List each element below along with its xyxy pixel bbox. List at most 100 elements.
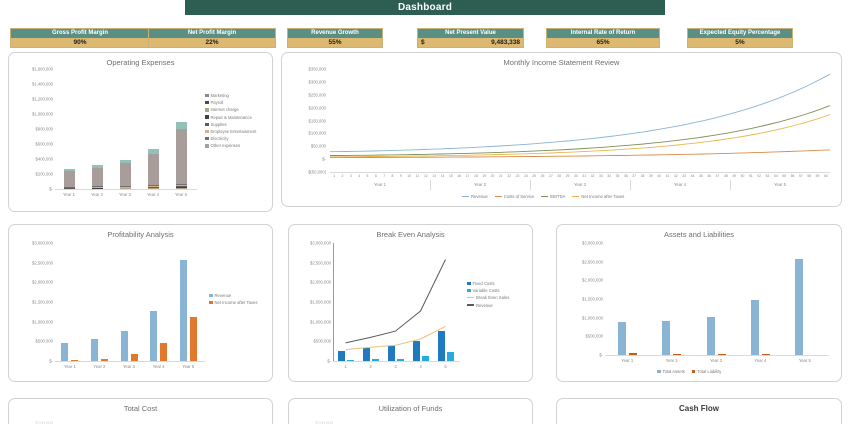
kpi-value-5: 5%	[688, 38, 792, 47]
chart-title-break-even-analysis: Break Even Analysis	[376, 230, 445, 239]
card-profitability-analysis: Profitability Analysis $- $500,000 $1,000,…	[8, 224, 273, 382]
card-cash-flow: Cash Flow	[556, 398, 842, 424]
month-tick-label: 30	[573, 174, 578, 178]
legend-label: Supplies	[210, 121, 227, 127]
bar-total-liability	[628, 353, 637, 355]
month-tick-label: 17	[465, 174, 470, 178]
kpi-card-5[interactable]: Expected Equity Percentage 5%	[687, 28, 793, 48]
month-tick-label: 35	[615, 174, 620, 178]
kpi-card-0[interactable]: Gross Profit Margin 90%	[10, 28, 150, 48]
x-year-groups-monthly-income-statement: Year 1 Year 2 Year 3 Year 4 Year 5	[330, 180, 830, 192]
legend-label: Internet charge	[210, 107, 239, 113]
kpi-card-4[interactable]: Internal Rate of Return 65%	[546, 28, 660, 48]
bar-fixed-costs	[412, 341, 420, 361]
kpi-card-3[interactable]: Net Present Value $9,483,338	[417, 28, 524, 48]
x-tick-label: 3	[394, 364, 397, 369]
bar-net-income-after-taxes	[100, 359, 108, 361]
legend-label: Costs of Service	[503, 194, 535, 199]
month-tick-label: 42	[673, 174, 678, 178]
x-tick-label: Year 5	[182, 364, 195, 369]
bar-variable-costs	[371, 359, 379, 361]
bar-revenue	[120, 331, 128, 361]
y-tick-label: $1,500,000	[310, 299, 331, 305]
year-group-label: Year 4	[674, 182, 686, 187]
y-tick-label: $1,600,000	[32, 66, 53, 72]
kpi-label-5: Expected Equity Percentage	[688, 29, 792, 38]
legend-swatch	[467, 281, 471, 286]
legend-label: Net Income after Taxes	[214, 300, 258, 306]
legend-swatch	[205, 100, 209, 105]
legend-item: Supplies	[205, 122, 256, 127]
legend-item: Break Even Sales	[467, 295, 509, 300]
legend-label: Net Income after Taxes	[581, 194, 625, 199]
y-axis-profitability-analysis: $- $500,000 $1,000,000 $1,500,000 $2,000,000…	[13, 240, 53, 371]
kpi-value-4: 65%	[547, 38, 659, 47]
curve-costs-of-service	[330, 149, 831, 159]
kpi-number-3: 9,483,338	[491, 39, 520, 46]
legend-swatch	[209, 300, 213, 305]
y-tick-label: $1,500,000	[582, 296, 603, 302]
card-break-even-analysis: Break Even Analysis $- $500,000 $1,000,000…	[288, 224, 533, 382]
bar-total-assets	[750, 299, 759, 355]
bar-total-liability	[717, 354, 726, 355]
x-tick-label: Year 4	[754, 358, 767, 363]
y-axis-utilization-of-funds: $100,000	[293, 417, 333, 424]
legend-swatch	[205, 129, 209, 134]
line-revenue	[345, 259, 446, 344]
bar-variable-costs	[346, 359, 354, 361]
legend-swatch	[467, 304, 474, 306]
legend-item: Revenue	[462, 194, 488, 199]
legend-item: Revenue	[209, 293, 257, 298]
plot-assets-and-liabilities	[605, 243, 827, 355]
legend-label: Revenue	[471, 194, 488, 199]
month-tick-label: 2	[341, 174, 344, 178]
year-group-label: Year 3	[574, 182, 586, 187]
x-ticks-break-even-analysis: 1 2 3 4 5	[333, 364, 458, 374]
y-tick-label: $3,000,000	[32, 240, 53, 246]
x-tick-label: Year 2	[93, 364, 106, 369]
month-tick-label: 46	[707, 174, 712, 178]
legend-item: Other expenses	[205, 143, 256, 148]
line-break-even-sales	[345, 325, 446, 351]
stack-segment	[147, 153, 159, 186]
month-tick-label: 19	[482, 174, 487, 178]
x-tick-label: Year 3	[119, 192, 131, 197]
y-tick-label: $300,000	[308, 79, 326, 85]
kpi-value-1: 22%	[149, 38, 275, 47]
month-tick-label: 45	[698, 174, 703, 178]
y-tick-label: $200,000	[308, 105, 326, 111]
bar-revenue	[90, 338, 98, 361]
month-tick-label: 48	[723, 174, 728, 178]
year-group-label: Year 1	[374, 182, 386, 187]
y-tick-label: $(50,000)	[308, 169, 326, 175]
legend-monthly-income-statement: Revenue Costs of Service EBITDA Net Income …	[462, 194, 624, 199]
curve-overlay	[329, 73, 831, 159]
month-tick-label: 34	[607, 174, 612, 178]
month-tick-label: 49	[732, 174, 737, 178]
legend-item: Payroll	[205, 100, 256, 105]
y-axis-assets-and-liabilities: $- $500,000 $1,000,000 $1,500,000 $2,000,000…	[561, 241, 603, 365]
bar-revenue	[61, 342, 69, 361]
year-divider	[730, 180, 731, 190]
y-tick-label: $500,000	[35, 338, 53, 344]
stack-segment	[147, 185, 159, 186]
month-tick-label: 60	[823, 174, 828, 178]
kpi-card-1[interactable]: Net Profit Margin 22%	[148, 28, 276, 48]
month-tick-label: 16	[457, 174, 462, 178]
month-tick-label: 59	[815, 174, 820, 178]
year-divider	[630, 180, 631, 190]
kpi-card-2[interactable]: Revenue Growth 55%	[287, 28, 383, 48]
y-axis-operating-expenses: $- $200,000 $400,000 $600,000 $800,000 $1,000…	[13, 66, 53, 201]
y-tick-label: $1,000,000	[32, 319, 53, 325]
y-axis-line-break-even-analysis	[333, 243, 334, 361]
y-tick-label: $2,500,000	[582, 259, 603, 265]
x-tick-label: Year 4	[152, 364, 165, 369]
y-tick-label: $250,000	[308, 92, 326, 98]
legend-swatch	[205, 122, 209, 126]
bar-variable-costs	[396, 358, 404, 361]
month-tick-label: 44	[690, 174, 695, 178]
month-tick-label: 57	[798, 174, 803, 178]
month-tick-label: 5	[366, 174, 369, 178]
month-tick-label: 40	[657, 174, 662, 178]
bar-total-assets	[617, 322, 626, 355]
